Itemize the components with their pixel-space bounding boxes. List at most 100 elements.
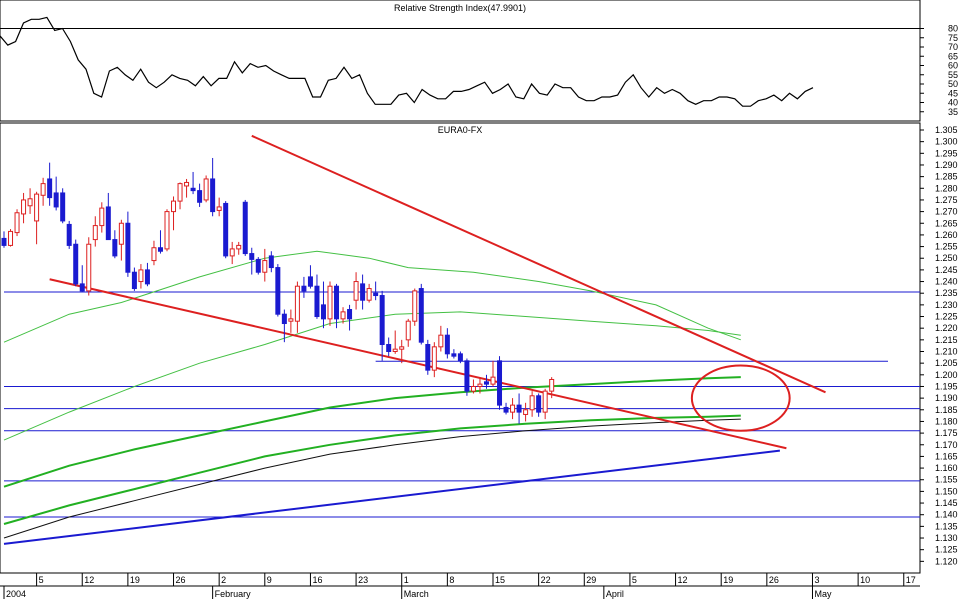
candle-body: [477, 383, 483, 387]
candle-body: [92, 225, 98, 241]
candle-body: [510, 404, 516, 413]
price-tick-label: 1.140: [935, 510, 958, 520]
candle-body: [497, 360, 503, 406]
date-tick-label: 19: [130, 575, 140, 585]
highlight-annotation: [690, 364, 791, 432]
price-tick-label: 1.200: [935, 370, 958, 380]
price-tick-label: 1.205: [935, 358, 958, 368]
price-tick-label: 1.225: [935, 312, 958, 322]
candle-body: [379, 295, 385, 346]
date-tick-label: 5: [39, 575, 44, 585]
date-tick-label: 22: [541, 575, 551, 585]
price-tick-label: 1.195: [935, 381, 958, 391]
rsi-panel: Relative Strength Index(47.9901) 3540455…: [0, 0, 958, 122]
candle-body: [125, 222, 131, 273]
candle-body: [490, 376, 496, 385]
candle-body: [483, 381, 489, 385]
candle-body: [73, 243, 79, 285]
rsi-tick-label: 80: [948, 24, 958, 34]
candle-body: [412, 290, 418, 322]
candle-body: [216, 206, 222, 211]
candle-body: [249, 253, 255, 260]
price-tick-label: 1.190: [935, 393, 958, 403]
candle-body: [184, 181, 190, 187]
price-tick-label: 1.270: [935, 207, 958, 217]
candle-body: [112, 239, 118, 257]
candle-body: [242, 201, 248, 255]
date-ticks: 5 12 19 26 2 9 16 23 1 8 15 22 29 5 12 19 26 3 10 17: [36, 573, 916, 586]
rsi-frame: [0, 0, 921, 122]
candle-body: [418, 288, 424, 343]
rsi-tick-label: 45: [948, 88, 958, 98]
price-title: EURA0-FX: [438, 125, 483, 135]
candle-body: [360, 283, 366, 301]
candle-body: [275, 267, 281, 315]
rsi-tick-label: 50: [948, 79, 958, 89]
price-tick-label: 1.155: [935, 475, 958, 485]
trendline: [251, 134, 826, 394]
price-tick-label: 1.160: [935, 463, 958, 473]
candle-body: [66, 223, 72, 246]
rsi-tick-label: 55: [948, 70, 958, 80]
candle-body: [21, 199, 27, 215]
candle-body: [281, 313, 287, 325]
candle-body: [86, 243, 92, 292]
candle-body: [131, 271, 137, 290]
candle-body: [438, 334, 444, 348]
price-tick-label: 1.300: [935, 137, 958, 147]
date-tick-label: 17: [906, 575, 916, 585]
candle-body: [118, 222, 124, 245]
rsi-tick-label: 40: [948, 98, 958, 108]
rsi-line: [0, 16, 814, 107]
candle-body: [386, 344, 392, 352]
candle-body: [138, 269, 144, 283]
date-tick-label: 3: [814, 575, 819, 585]
price-tick-label: 1.235: [935, 288, 958, 298]
moving-averages: [3, 250, 741, 539]
candle-body: [529, 395, 535, 411]
horizontal-levels: [4, 291, 920, 518]
candle-body: [190, 187, 196, 192]
candle-body: [255, 258, 261, 273]
price-tick-label: 1.280: [935, 183, 958, 193]
candle-body: [451, 353, 457, 357]
price-tick-label: 1.230: [935, 300, 958, 310]
price-tick-label: 1.290: [935, 160, 958, 170]
candle-body: [373, 292, 379, 297]
price-tick-label: 1.135: [935, 521, 958, 531]
candle-body: [99, 207, 105, 227]
candle-body: [203, 178, 209, 201]
candle-body: [353, 281, 359, 301]
date-tick-label: 9: [267, 575, 272, 585]
candle-body: [60, 192, 66, 222]
moving-average-line: [3, 311, 741, 441]
candle-body: [470, 385, 476, 392]
date-tick-label: 23: [358, 575, 368, 585]
rsi-tick-label: 60: [948, 61, 958, 71]
candle-body: [320, 304, 326, 320]
candle-body: [157, 247, 163, 252]
price-tick-label: 1.245: [935, 265, 958, 275]
date-tick-label: 26: [769, 575, 779, 585]
candle-body: [210, 178, 216, 213]
price-tick-label: 1.150: [935, 486, 958, 496]
date-tick-label: 15: [495, 575, 505, 585]
candle-body: [431, 346, 437, 371]
trendline: [49, 278, 787, 450]
candle-body: [399, 346, 405, 350]
month-label: April: [606, 589, 624, 599]
price-tick-label: 1.250: [935, 253, 958, 263]
date-tick-label: 12: [84, 575, 94, 585]
candle-body: [444, 334, 450, 355]
rsi-title: Relative Strength Index(47.9901): [394, 3, 526, 13]
candle-body: [151, 247, 157, 262]
candle-body: [229, 248, 235, 257]
candle-body: [549, 378, 555, 392]
candle-body: [405, 320, 411, 341]
candle-body: [334, 285, 340, 320]
price-tick-label: 1.185: [935, 405, 958, 415]
month-label: February: [215, 589, 252, 599]
price-tick-label: 1.210: [935, 346, 958, 356]
price-tick-label: 1.170: [935, 440, 958, 450]
